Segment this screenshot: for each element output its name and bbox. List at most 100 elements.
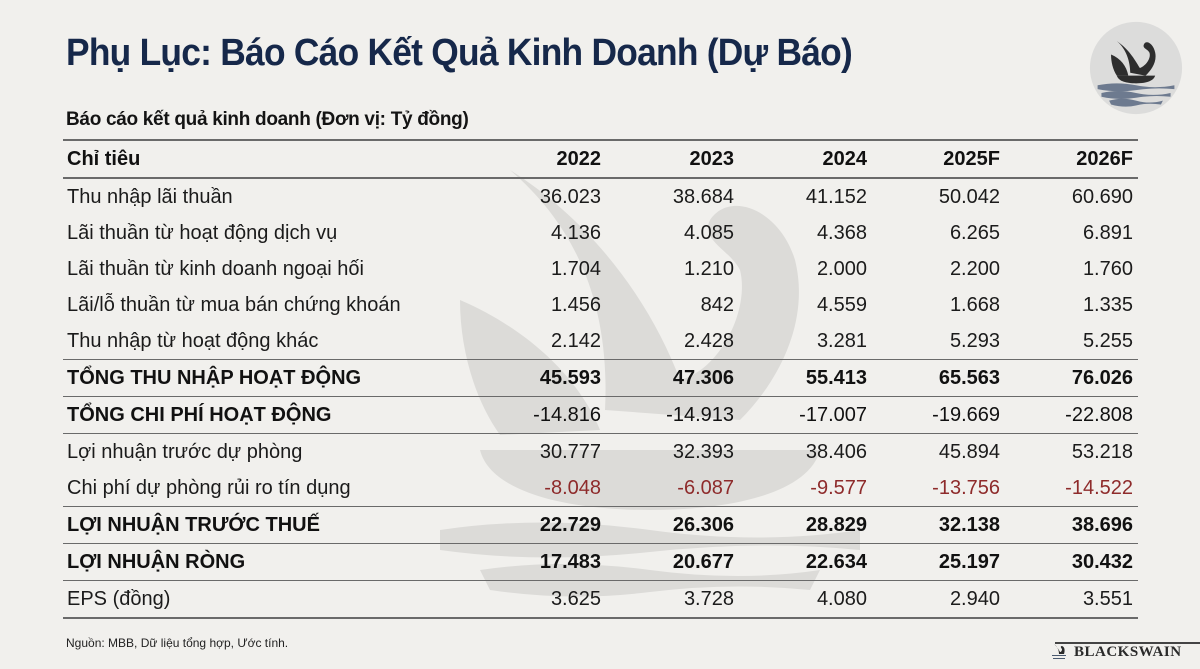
cell-value: 842 — [700, 293, 734, 316]
table-row-net-profit: LỢI NHUẬN RÒNG 17.483 20.677 22.634 25.1… — [63, 544, 1138, 581]
cell-value: 1.668 — [949, 293, 1000, 316]
cell-value: 25.197 — [938, 550, 1000, 573]
cell-value: 53.218 — [1071, 440, 1133, 463]
cell-value: 1.210 — [683, 257, 734, 280]
cell-value: 32.138 — [938, 513, 1000, 536]
cell-value: 3.625 — [550, 587, 601, 610]
row-label: Lãi thuần từ kinh doanh ngoại hối — [67, 257, 364, 280]
cell-value-negative: -8.048 — [544, 476, 601, 499]
row-label: Lợi nhuận trước dự phòng — [67, 440, 303, 463]
table-row: Thu nhập lãi thuần 36.023 38.684 41.152 … — [63, 178, 1138, 215]
cell-value: 55.413 — [805, 366, 867, 389]
cell-value: 26.306 — [672, 513, 734, 536]
table-row: Lợi nhuận trước dự phòng 30.777 32.393 3… — [63, 434, 1138, 471]
brand-name: BLACKSWAIN — [1074, 643, 1182, 660]
cell-value: 3.551 — [1082, 587, 1133, 610]
row-label: Thu nhập từ hoạt động khác — [67, 329, 319, 352]
income-statement-table: Chỉ tiêu 2022 2023 2024 2025F 2026F Thu … — [63, 139, 1138, 619]
row-label: TỔNG CHI PHÍ HOẠT ĐỘNG — [67, 403, 332, 426]
cell-value-negative: -14.913 — [666, 403, 734, 426]
cell-value: 50.042 — [938, 185, 1000, 208]
table-row: Lãi thuần từ hoạt động dịch vụ 4.136 4.0… — [63, 215, 1138, 251]
row-label: LỢI NHUẬN RÒNG — [67, 550, 246, 573]
table-caption: Báo cáo kết quả kinh doanh (Đơn vị: Tỷ đ… — [66, 109, 469, 130]
cell-value: 30.432 — [1071, 550, 1133, 573]
cell-value: 2.142 — [550, 329, 601, 352]
cell-value: 4.085 — [683, 221, 734, 244]
brand-mark: BLACKSWAIN — [1050, 640, 1200, 664]
cell-value: 2.940 — [949, 587, 1000, 610]
swan-logo-icon — [1089, 21, 1183, 115]
cell-value: 22.634 — [805, 550, 867, 573]
cell-value: 38.684 — [672, 185, 734, 208]
column-header-2023: 2023 — [689, 147, 735, 170]
cell-value-negative: -17.007 — [799, 403, 867, 426]
page-title: Phụ Lục: Báo Cáo Kết Quả Kinh Doanh (Dự … — [66, 32, 853, 74]
cell-value-negative: -14.522 — [1065, 476, 1133, 499]
cell-value: 45.894 — [938, 440, 1000, 463]
table-row: Lãi/lỗ thuần từ mua bán chứng khoán 1.45… — [63, 287, 1138, 323]
cell-value-negative: -9.577 — [810, 476, 867, 499]
cell-value-negative: -6.087 — [677, 476, 734, 499]
cell-value: 45.593 — [539, 366, 601, 389]
cell-value: 4.368 — [816, 221, 867, 244]
cell-value: 17.483 — [539, 550, 601, 573]
table-row-profit-before-tax: LỢI NHUẬN TRƯỚC THUẾ 22.729 26.306 28.82… — [63, 507, 1138, 544]
cell-value: 4.559 — [816, 293, 867, 316]
cell-value-negative: -22.808 — [1065, 403, 1133, 426]
brand-divider — [1055, 642, 1200, 644]
cell-value: 60.690 — [1071, 185, 1133, 208]
column-header-label: Chỉ tiêu — [67, 147, 141, 170]
row-label: EPS (đồng) — [67, 587, 171, 610]
table-row-total-operating-income: TỔNG THU NHẬP HOẠT ĐỘNG 45.593 47.306 55… — [63, 360, 1138, 397]
cell-value: 1.335 — [1082, 293, 1133, 316]
row-label: Thu nhập lãi thuần — [67, 185, 233, 208]
table-header-row: Chỉ tiêu 2022 2023 2024 2025F 2026F — [63, 140, 1138, 178]
cell-value: 36.023 — [539, 185, 601, 208]
cell-value-negative: -19.669 — [932, 403, 1000, 426]
cell-value: 76.026 — [1071, 366, 1133, 389]
cell-value: 3.281 — [816, 329, 867, 352]
cell-value: 41.152 — [805, 185, 867, 208]
cell-value: 1.760 — [1082, 257, 1133, 280]
row-label: Lãi/lỗ thuần từ mua bán chứng khoán — [67, 293, 401, 316]
cell-value: 30.777 — [539, 440, 601, 463]
cell-value: 2.200 — [949, 257, 1000, 280]
column-header-2026f: 2026F — [1076, 147, 1133, 170]
row-label: Chi phí dự phòng rủi ro tín dụng — [67, 476, 351, 499]
cell-value: 38.406 — [805, 440, 867, 463]
swan-small-icon — [1052, 644, 1066, 659]
cell-value: 6.265 — [949, 221, 1000, 244]
column-header-2022: 2022 — [556, 147, 602, 170]
table-row: Thu nhập từ hoạt động khác 2.142 2.428 3… — [63, 323, 1138, 360]
cell-value: 2.000 — [816, 257, 867, 280]
cell-value: 5.293 — [949, 329, 1000, 352]
cell-value: 1.456 — [550, 293, 601, 316]
row-label: Lãi thuần từ hoạt động dịch vụ — [67, 221, 338, 244]
cell-value-negative: -14.816 — [533, 403, 601, 426]
row-label: TỔNG THU NHẬP HOẠT ĐỘNG — [67, 366, 362, 389]
cell-value: 5.255 — [1082, 329, 1133, 352]
cell-value: 4.080 — [816, 587, 867, 610]
cell-value: 2.428 — [683, 329, 734, 352]
cell-value: 4.136 — [550, 221, 601, 244]
source-note: Nguồn: MBB, Dữ liệu tổng hợp, Ước tính. — [66, 636, 289, 650]
cell-value: 22.729 — [539, 513, 601, 536]
column-header-2025f: 2025F — [943, 147, 1000, 170]
cell-value: 6.891 — [1082, 221, 1133, 244]
table-row-total-operating-expense: TỔNG CHI PHÍ HOẠT ĐỘNG -14.816 -14.913 -… — [63, 397, 1138, 434]
cell-value: 1.704 — [550, 257, 601, 280]
table-row-eps: EPS (đồng) 3.625 3.728 4.080 2.940 3.551 — [63, 581, 1138, 618]
cell-value: 32.393 — [672, 440, 734, 463]
cell-value: 65.563 — [938, 366, 1000, 389]
column-header-2024: 2024 — [822, 147, 868, 170]
table-row: Lãi thuần từ kinh doanh ngoại hối 1.704 … — [63, 251, 1138, 287]
cell-value-negative: -13.756 — [932, 476, 1000, 499]
cell-value: 47.306 — [672, 366, 734, 389]
row-label: LỢI NHUẬN TRƯỚC THUẾ — [67, 513, 320, 536]
cell-value: 3.728 — [683, 587, 734, 610]
cell-value: 20.677 — [672, 550, 734, 573]
cell-value: 38.696 — [1071, 513, 1133, 536]
table-row: Chi phí dự phòng rủi ro tín dụng -8.048 … — [63, 470, 1138, 507]
cell-value: 28.829 — [805, 513, 867, 536]
